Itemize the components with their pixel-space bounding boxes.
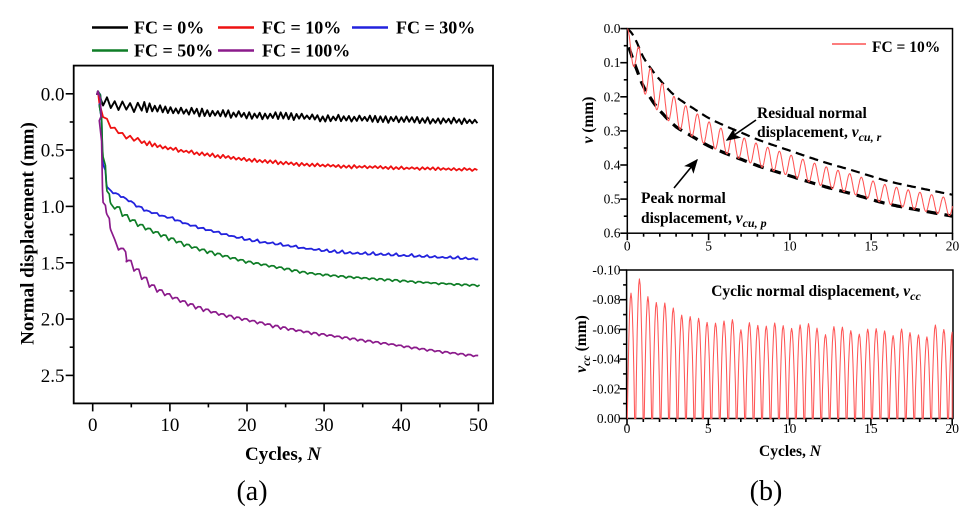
svg-text:0: 0 bbox=[624, 421, 631, 436]
svg-text:0.0: 0.0 bbox=[41, 84, 65, 105]
svg-text:5: 5 bbox=[705, 239, 712, 254]
svg-text:30: 30 bbox=[315, 415, 334, 436]
svg-text:0.5: 0.5 bbox=[604, 192, 621, 207]
svg-text:0.1: 0.1 bbox=[604, 55, 621, 70]
svg-text:-0.06: -0.06 bbox=[592, 322, 620, 337]
svg-text:displacement, vcu, r: displacement, vcu, r bbox=[757, 124, 882, 144]
svg-text:10: 10 bbox=[783, 421, 797, 436]
svg-text:FC = 50%: FC = 50% bbox=[134, 41, 213, 61]
svg-text:50: 50 bbox=[469, 415, 488, 436]
svg-text:(a): (a) bbox=[236, 476, 267, 507]
svg-text:-0.04: -0.04 bbox=[592, 352, 620, 367]
svg-text:-0.10: -0.10 bbox=[592, 263, 620, 278]
svg-text:0: 0 bbox=[624, 239, 631, 254]
svg-text:Residual normal: Residual normal bbox=[757, 105, 867, 122]
svg-text:10: 10 bbox=[160, 415, 179, 436]
svg-text:1.0: 1.0 bbox=[41, 197, 65, 218]
svg-text:FC = 10%: FC = 10% bbox=[872, 39, 940, 56]
svg-text:Cycles, N: Cycles, N bbox=[245, 444, 322, 465]
svg-text:FC = 30%: FC = 30% bbox=[396, 18, 475, 38]
svg-text:(b): (b) bbox=[750, 476, 783, 507]
svg-text:FC = 0%: FC = 0% bbox=[134, 18, 204, 38]
svg-text:0.0: 0.0 bbox=[604, 21, 621, 36]
svg-text:Peak normal: Peak normal bbox=[641, 190, 727, 207]
svg-text:FC = 100%: FC = 100% bbox=[262, 41, 350, 61]
svg-text:0.00: 0.00 bbox=[597, 411, 621, 426]
svg-text:15: 15 bbox=[864, 421, 878, 436]
svg-text:20: 20 bbox=[946, 239, 960, 254]
svg-text:0.4: 0.4 bbox=[604, 158, 621, 173]
svg-text:20: 20 bbox=[238, 415, 257, 436]
svg-text:vcc (mm): vcc (mm) bbox=[573, 315, 593, 373]
svg-text:0.6: 0.6 bbox=[604, 226, 621, 241]
svg-text:displacement, vcu, p: displacement, vcu, p bbox=[641, 210, 767, 230]
svg-text:0.3: 0.3 bbox=[604, 123, 621, 138]
svg-text:2.5: 2.5 bbox=[41, 366, 65, 387]
svg-text:Normal displacement (mm): Normal displacement (mm) bbox=[18, 122, 39, 345]
svg-text:FC = 10%: FC = 10% bbox=[262, 18, 341, 38]
svg-text:Cyclic normal displacement, vc: Cyclic normal displacement, vcc bbox=[711, 283, 921, 303]
svg-text:0.5: 0.5 bbox=[41, 141, 65, 162]
svg-text:0: 0 bbox=[88, 415, 98, 436]
svg-text:5: 5 bbox=[705, 421, 712, 436]
svg-text:1.5: 1.5 bbox=[41, 253, 65, 274]
svg-text:15: 15 bbox=[864, 239, 878, 254]
svg-text:v (mm): v (mm) bbox=[580, 97, 597, 144]
svg-text:-0.02: -0.02 bbox=[592, 381, 620, 396]
svg-text:-0.08: -0.08 bbox=[592, 292, 620, 307]
svg-text:20: 20 bbox=[945, 421, 959, 436]
svg-text:0.2: 0.2 bbox=[604, 89, 621, 104]
svg-text:2.0: 2.0 bbox=[41, 310, 65, 331]
svg-text:40: 40 bbox=[392, 415, 411, 436]
svg-text:10: 10 bbox=[783, 239, 797, 254]
svg-text:Cycles, N: Cycles, N bbox=[759, 443, 822, 460]
